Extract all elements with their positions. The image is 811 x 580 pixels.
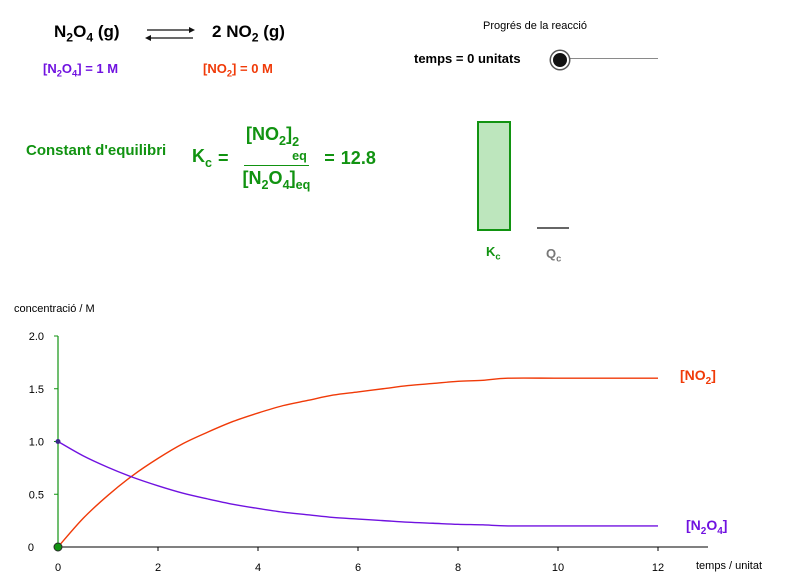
y-tick-label: 0 (28, 542, 34, 554)
slider-knob[interactable] (551, 51, 569, 69)
kc-fraction: [NO2] 2 eq [N2O4]eq (243, 124, 311, 192)
qc-bar (537, 227, 569, 229)
origin-marker (53, 542, 63, 552)
n2o4-concentration: [N2O4] = 1 M (43, 61, 119, 79)
kc-numerator: [NO2] 2 eq (244, 124, 309, 167)
series-line-no2 (57, 377, 658, 548)
x-tick-label: 10 (552, 562, 564, 574)
y-tick-label: 0.5 (29, 489, 44, 501)
x-tick-label: 4 (255, 562, 261, 574)
x-tick-label: 2 (155, 562, 161, 574)
concentration-chart: concentració / M temps / unitat 0 2 4 6 8 10 1… (14, 303, 762, 574)
qc-bar-label: Qc (546, 246, 562, 264)
x-axis-label: temps / unitat (696, 560, 762, 572)
x-tick-label: 6 (355, 562, 361, 574)
kc-formula: Kc = [NO2] 2 eq [N2O4]eq = 12.8 (192, 124, 376, 193)
x-tick-label: 0 (55, 562, 61, 574)
kc-bar (477, 121, 511, 231)
kc-symbol: Kc (192, 146, 213, 171)
y-tick-label: 2.0 (29, 331, 44, 343)
n2o4-start-marker (55, 439, 61, 444)
no2-concentration: [NO2] = 0 M (203, 61, 273, 79)
kc-denominator: [N2O4]eq (242, 168, 311, 193)
series-label-n2o4: [N2O4] (686, 517, 727, 537)
kc-value: 12.8 (340, 147, 376, 168)
reaction-product: 2 NO2 (g) (212, 22, 285, 45)
progress-title: Progrés de la reacció (483, 20, 587, 32)
y-axis-label: concentració / M (14, 303, 95, 315)
series-label-no2: [NO2] (680, 367, 716, 387)
time-label: temps = 0 unitats (414, 51, 521, 66)
progress-slider[interactable] (551, 51, 811, 69)
constant-label: Constant d'equilibri (26, 142, 167, 159)
x-tick-label: 12 (652, 562, 664, 574)
kc-bar-label: Kc (486, 244, 501, 262)
series-line-n2o4 (57, 440, 658, 527)
y-tick-label: 1.0 (29, 437, 44, 449)
x-tick-label: 8 (455, 562, 461, 574)
y-tick-label: 1.5 (29, 384, 44, 396)
reaction-reactant: N2O4 (g) (54, 22, 120, 45)
slider-track[interactable] (558, 58, 658, 59)
equilibrium-arrows-icon (145, 27, 195, 41)
